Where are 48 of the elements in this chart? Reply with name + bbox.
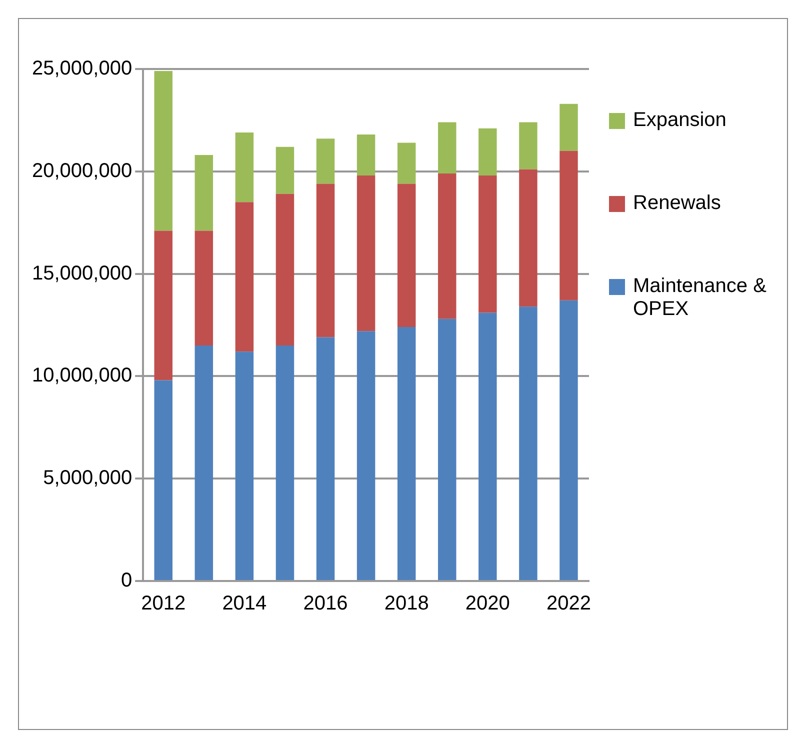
bar xyxy=(154,71,172,231)
bar xyxy=(519,306,538,580)
bar xyxy=(235,202,254,352)
y-tick-label: 15,000,000 xyxy=(32,262,132,284)
bar xyxy=(316,138,335,184)
x-tick-label: 2022 xyxy=(546,592,591,615)
bar xyxy=(356,331,376,580)
y-tick-label: 20,000,000 xyxy=(32,160,132,182)
bar xyxy=(397,327,416,580)
legend-label: Renewals xyxy=(633,192,721,215)
x-tick-label: 2012 xyxy=(141,592,186,615)
bar xyxy=(235,132,254,202)
bar xyxy=(560,104,578,151)
bar xyxy=(397,142,416,184)
bar xyxy=(154,380,172,580)
bar xyxy=(519,169,538,307)
bar xyxy=(276,345,294,580)
bar xyxy=(154,230,172,380)
bar xyxy=(276,146,294,194)
x-tick-label: 2014 xyxy=(222,592,267,615)
bar xyxy=(276,194,294,346)
bar xyxy=(519,122,538,170)
bar xyxy=(316,337,335,580)
y-tick-label: 10,000,000 xyxy=(32,364,132,387)
bar xyxy=(194,345,214,580)
bar xyxy=(438,122,456,174)
x-tick-label: 2018 xyxy=(384,592,429,615)
bar xyxy=(194,230,214,346)
y-tick-label: 25,000,000 xyxy=(32,58,132,80)
bar xyxy=(478,312,497,580)
bar xyxy=(356,175,376,332)
bar xyxy=(356,134,376,176)
bar xyxy=(478,175,497,313)
x-tick-label: 2020 xyxy=(465,592,510,615)
legend-label: Maintenance & OPEX xyxy=(633,275,768,321)
y-tick-label: 0 xyxy=(120,570,132,592)
bar xyxy=(316,184,335,338)
bar xyxy=(235,352,254,580)
legend-label: Expansion xyxy=(633,109,726,132)
bar xyxy=(438,173,456,319)
bar xyxy=(478,128,497,176)
bar xyxy=(438,318,456,580)
bar xyxy=(560,150,578,300)
y-tick-label: 5,000,000 xyxy=(43,467,132,490)
x-tick-label: 2016 xyxy=(303,592,348,615)
bar xyxy=(194,155,214,231)
bar xyxy=(397,184,416,328)
bar xyxy=(560,300,578,580)
